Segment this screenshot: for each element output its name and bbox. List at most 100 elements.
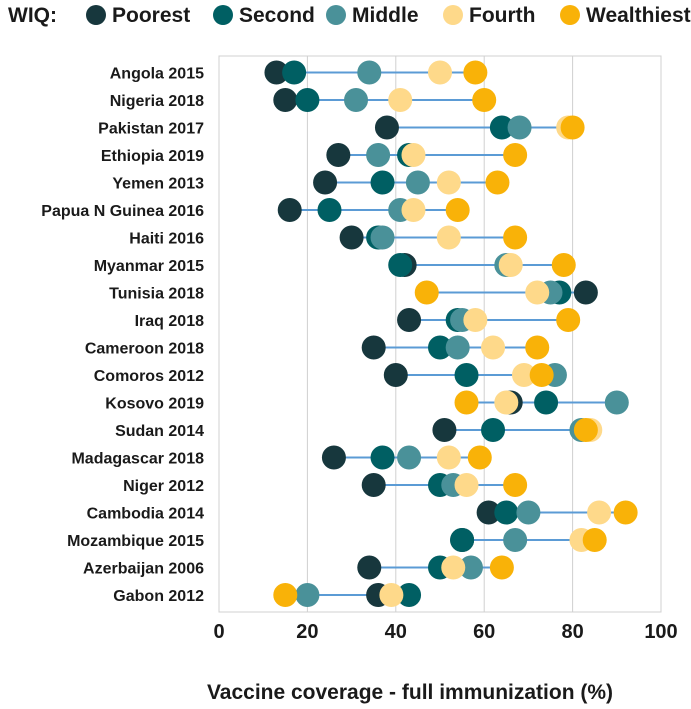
data-point bbox=[273, 88, 298, 112]
category-label: Azerbaijan 2006 bbox=[83, 561, 204, 578]
data-point bbox=[295, 88, 320, 112]
data-point bbox=[264, 60, 289, 85]
data-row bbox=[273, 88, 497, 112]
x-tick-labels: 0 20 40 60 80 100 bbox=[213, 621, 677, 643]
data-point bbox=[388, 253, 413, 277]
data-row bbox=[361, 473, 528, 497]
data-point bbox=[498, 253, 523, 277]
category-label: Comoros 2012 bbox=[94, 368, 204, 385]
data-point bbox=[445, 198, 470, 222]
x-tick-label: 60 bbox=[473, 621, 495, 643]
legend-marker bbox=[560, 5, 580, 25]
legend-entry: Poorest bbox=[112, 4, 190, 27]
data-point bbox=[339, 225, 364, 250]
legend-entry: Second bbox=[239, 4, 315, 27]
data-point bbox=[525, 335, 550, 360]
category-label: Kosovo 2019 bbox=[105, 396, 204, 413]
data-row bbox=[450, 528, 607, 552]
legend-marker bbox=[326, 5, 346, 25]
legend: WIQ: Poorest Second Middle Fourth Wealthiest bbox=[8, 4, 691, 27]
legend-entry: Wealthiest bbox=[586, 4, 691, 27]
x-tick-label: 20 bbox=[296, 621, 318, 643]
data-point bbox=[370, 225, 395, 250]
data-point bbox=[503, 143, 528, 167]
data-point bbox=[472, 88, 497, 112]
data-row bbox=[454, 390, 629, 415]
data-point bbox=[295, 583, 320, 607]
data-row bbox=[397, 308, 581, 332]
category-label: Niger 2012 bbox=[123, 478, 204, 495]
data-point bbox=[414, 280, 439, 305]
data-row bbox=[432, 418, 603, 442]
data-point bbox=[366, 143, 391, 167]
data-row bbox=[414, 280, 598, 305]
data-point bbox=[494, 500, 519, 525]
data-point bbox=[454, 390, 479, 415]
data-point bbox=[458, 555, 483, 580]
data-point bbox=[445, 335, 470, 360]
x-tick-label: 80 bbox=[561, 621, 583, 643]
data-point bbox=[573, 280, 598, 305]
data-point bbox=[485, 170, 510, 195]
data-point bbox=[282, 60, 307, 85]
data-point bbox=[476, 500, 501, 525]
data-point bbox=[551, 253, 576, 277]
data-point bbox=[494, 390, 519, 415]
data-point bbox=[379, 583, 404, 607]
data-point bbox=[432, 418, 457, 442]
data-point bbox=[556, 308, 581, 332]
data-point bbox=[454, 473, 479, 497]
legend-marker bbox=[443, 5, 463, 25]
data-point bbox=[428, 335, 452, 360]
category-label: Cambodia 2014 bbox=[87, 506, 204, 523]
category-label: Gabon 2012 bbox=[113, 588, 204, 605]
data-point bbox=[560, 115, 585, 140]
data-point bbox=[401, 198, 426, 222]
data-point bbox=[436, 225, 461, 250]
data-point bbox=[467, 445, 492, 470]
data-point bbox=[383, 363, 408, 387]
data-point bbox=[525, 280, 550, 305]
category-labels: Angola 2015 Nigeria 2018 Pakistan 2017 Ethi… bbox=[41, 66, 204, 606]
category-label: Myanmar 2015 bbox=[94, 258, 204, 275]
data-row bbox=[361, 335, 550, 360]
legend-entry: Fourth bbox=[469, 4, 535, 27]
data-point bbox=[361, 473, 386, 497]
data-point bbox=[357, 60, 382, 85]
plot-frame bbox=[218, 55, 662, 613]
data-point bbox=[503, 473, 528, 497]
data-point bbox=[273, 583, 298, 607]
data-row bbox=[326, 143, 528, 167]
data-row bbox=[264, 60, 488, 85]
data-point bbox=[357, 555, 382, 580]
data-row bbox=[313, 170, 510, 195]
data-point bbox=[397, 583, 422, 607]
data-point bbox=[450, 528, 475, 552]
data-row bbox=[388, 253, 576, 277]
data-point bbox=[516, 500, 541, 525]
data-point bbox=[573, 418, 598, 442]
category-label: Nigeria 2018 bbox=[110, 93, 204, 110]
data-point bbox=[481, 418, 506, 442]
data-point bbox=[441, 555, 466, 580]
data-point bbox=[428, 60, 452, 85]
legend-entry: Middle bbox=[352, 4, 419, 27]
legend-title: WIQ: bbox=[8, 4, 57, 27]
legend-marker bbox=[86, 5, 106, 25]
data-row bbox=[277, 198, 470, 222]
category-label: Mozambique 2015 bbox=[67, 533, 204, 550]
data-point bbox=[529, 363, 554, 387]
data-row bbox=[321, 445, 492, 470]
data-point bbox=[401, 143, 426, 167]
data-point bbox=[587, 500, 612, 525]
data-point bbox=[361, 335, 386, 360]
category-label: Sudan 2014 bbox=[115, 423, 204, 440]
data-point bbox=[405, 170, 430, 195]
data-point bbox=[604, 390, 629, 415]
data-row bbox=[357, 555, 514, 580]
data-point bbox=[388, 88, 413, 112]
data-point bbox=[374, 115, 399, 140]
data-point bbox=[613, 500, 638, 525]
data-row bbox=[374, 115, 585, 140]
